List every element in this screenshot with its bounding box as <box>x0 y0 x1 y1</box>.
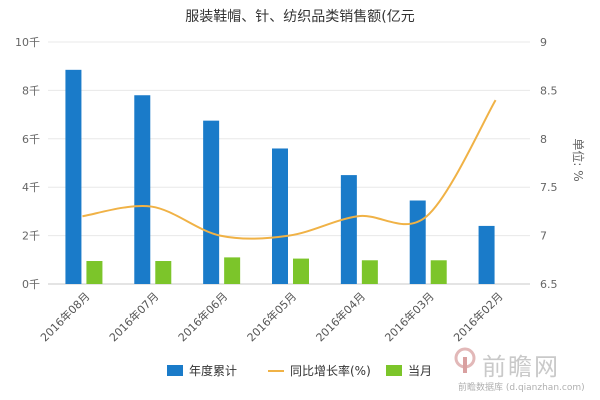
left-tick-label: 8千 <box>22 84 40 97</box>
bar-cumulative <box>65 69 82 284</box>
bar-monthly <box>224 257 241 284</box>
right-tick-label: 6.5 <box>540 278 558 291</box>
legend-swatch-monthly <box>386 365 402 376</box>
x-axis-ticks: 2016年08月 2016年07月 2016年06月 2016年05月 2016年04月… <box>37 289 505 344</box>
legend-swatch-growth <box>268 369 284 372</box>
legend-item-cumulative[interactable]: 年度累计 <box>167 362 237 379</box>
watermark-logo-icon <box>454 347 476 373</box>
x-tick-label: 2016年05月 <box>244 289 299 344</box>
right-axis-ticks: 6.5 7 7.5 8 8.5 9 <box>540 36 558 291</box>
x-tick-label: 2016年06月 <box>175 289 230 344</box>
watermark-sub: 前瞻数据库 (d.qianzhan.com) <box>458 383 585 393</box>
line-group <box>82 99 497 240</box>
right-tick-label: 7 <box>540 230 547 243</box>
bar-cumulative <box>134 95 151 285</box>
chart-title: 服装鞋帽、针、纺织品类销售额(亿元 <box>185 9 415 25</box>
legend-label-cumulative: 年度累计 <box>189 364 238 378</box>
grid-lines <box>48 41 530 285</box>
bar-cumulative <box>340 175 357 284</box>
right-tick-label: 9 <box>540 36 547 49</box>
bar-cumulative <box>272 148 288 284</box>
x-tick-label: 2016年08月 <box>37 289 92 344</box>
bar-cumulative <box>478 225 495 284</box>
left-tick-label: 4千 <box>22 181 40 194</box>
right-tick-label: 8 <box>540 133 547 146</box>
legend-swatch-cumulative <box>167 365 183 376</box>
bar-monthly <box>293 258 309 284</box>
right-tick-label: 8.5 <box>540 84 558 97</box>
bar-monthly <box>430 260 447 284</box>
left-tick-label: 10千 <box>15 36 40 49</box>
left-tick-label: 2千 <box>22 230 40 243</box>
left-tick-label: 0千 <box>22 278 40 291</box>
left-axis-ticks: 0千 2千 4千 6千 8千 10千 <box>15 36 40 291</box>
legend: 年度累计 同比增长率(%) 当月 <box>0 360 600 380</box>
bar-monthly <box>86 261 103 284</box>
right-axis-label: 单位: % <box>571 138 586 181</box>
right-tick-label: 7.5 <box>540 181 558 194</box>
x-tick-label: 2016年07月 <box>106 289 161 344</box>
x-tick-label: 2016年04月 <box>313 289 368 344</box>
watermark: 前瞻网 前瞻数据库 (d.qianzhan.com) <box>452 347 592 395</box>
x-tick-label: 2016年02月 <box>451 289 506 344</box>
bar-monthly <box>361 260 378 284</box>
legend-label-growth: 同比增长率(%) <box>290 364 371 378</box>
bars-group <box>65 69 495 285</box>
bar-cumulative <box>203 120 220 285</box>
bar-monthly <box>155 261 172 284</box>
bar-cumulative <box>409 200 426 284</box>
left-tick-label: 6千 <box>22 133 40 146</box>
legend-item-growth[interactable]: 同比增长率(%) <box>268 362 371 379</box>
watermark-brand: 前瞻网 <box>482 353 560 381</box>
x-tick-label: 2016年03月 <box>382 289 437 344</box>
legend-label-monthly: 当月 <box>408 364 433 378</box>
growth-rate-line <box>82 99 497 240</box>
legend-item-monthly[interactable]: 当月 <box>386 362 432 379</box>
